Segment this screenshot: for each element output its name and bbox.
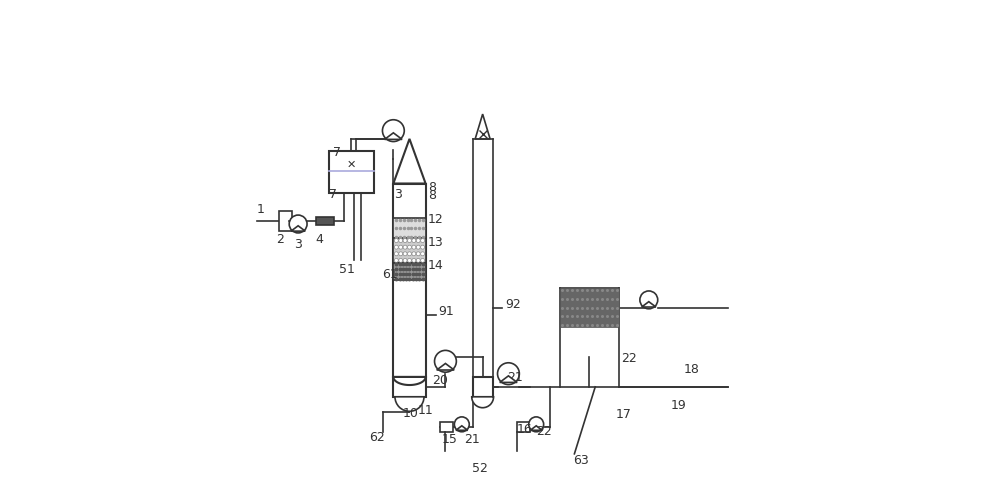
Circle shape — [382, 120, 404, 141]
Polygon shape — [475, 114, 490, 139]
Circle shape — [416, 258, 420, 262]
Circle shape — [421, 258, 425, 262]
Bar — [279, 211, 292, 231]
Text: 63: 63 — [573, 454, 589, 467]
Circle shape — [416, 245, 420, 249]
Text: 4: 4 — [315, 233, 323, 246]
Polygon shape — [385, 133, 402, 139]
Wedge shape — [395, 397, 424, 411]
Text: 10: 10 — [402, 407, 418, 420]
Circle shape — [435, 350, 456, 372]
Text: 12: 12 — [428, 213, 444, 226]
Polygon shape — [456, 426, 468, 430]
Circle shape — [394, 245, 398, 249]
Polygon shape — [530, 426, 542, 430]
Bar — [393, 218, 426, 238]
Bar — [316, 217, 334, 225]
Text: 15: 15 — [442, 433, 458, 446]
Text: 18: 18 — [684, 363, 699, 376]
Circle shape — [421, 245, 425, 249]
Bar — [560, 288, 619, 327]
Circle shape — [394, 252, 398, 256]
Polygon shape — [500, 376, 517, 382]
Text: 21: 21 — [464, 433, 480, 446]
Text: 14: 14 — [428, 259, 444, 272]
Text: 17: 17 — [616, 408, 631, 421]
Text: 3: 3 — [394, 188, 402, 201]
Circle shape — [394, 258, 398, 262]
Circle shape — [407, 239, 411, 243]
Circle shape — [399, 245, 403, 249]
Text: 7: 7 — [329, 188, 337, 201]
Polygon shape — [393, 139, 426, 184]
Text: 62: 62 — [370, 432, 385, 444]
Polygon shape — [437, 364, 454, 370]
Bar — [393, 263, 426, 280]
Circle shape — [407, 245, 411, 249]
Circle shape — [412, 252, 416, 256]
Polygon shape — [393, 377, 426, 385]
Bar — [473, 377, 493, 397]
Circle shape — [407, 258, 411, 262]
Text: 11: 11 — [418, 404, 434, 417]
Text: 8: 8 — [428, 189, 436, 202]
Text: 16: 16 — [516, 423, 532, 435]
Circle shape — [403, 258, 407, 262]
Text: 21: 21 — [507, 371, 523, 384]
Bar — [517, 422, 530, 432]
Text: 61: 61 — [382, 268, 398, 281]
Text: 20: 20 — [432, 374, 448, 387]
Circle shape — [289, 215, 307, 233]
Circle shape — [403, 245, 407, 249]
Text: 92: 92 — [505, 298, 521, 310]
Circle shape — [399, 239, 403, 243]
Bar — [393, 377, 426, 397]
Text: 1: 1 — [257, 203, 265, 216]
Bar — [329, 151, 374, 193]
Circle shape — [412, 239, 416, 243]
Circle shape — [399, 258, 403, 262]
Text: 3: 3 — [294, 238, 302, 251]
Text: 51: 51 — [339, 263, 355, 276]
Bar — [440, 422, 453, 432]
Circle shape — [412, 258, 416, 262]
Circle shape — [529, 417, 544, 432]
Text: 19: 19 — [671, 399, 687, 412]
Circle shape — [416, 239, 420, 243]
Polygon shape — [291, 226, 305, 231]
Circle shape — [412, 245, 416, 249]
Text: 8: 8 — [428, 181, 436, 194]
Circle shape — [416, 252, 420, 256]
Circle shape — [403, 239, 407, 243]
Circle shape — [421, 239, 425, 243]
Text: 13: 13 — [428, 236, 444, 248]
Text: 22: 22 — [622, 352, 637, 365]
Circle shape — [394, 239, 398, 243]
Text: 52: 52 — [472, 462, 488, 475]
Text: 22: 22 — [536, 426, 551, 438]
Text: 2: 2 — [276, 233, 284, 246]
Circle shape — [403, 252, 407, 256]
Circle shape — [407, 252, 411, 256]
Text: 7: 7 — [333, 146, 341, 159]
Bar — [393, 238, 426, 263]
Circle shape — [454, 417, 469, 432]
Text: ✕: ✕ — [347, 160, 356, 170]
Circle shape — [640, 291, 658, 309]
Text: 91: 91 — [438, 305, 454, 318]
Circle shape — [399, 252, 403, 256]
Circle shape — [421, 252, 425, 256]
Polygon shape — [642, 302, 656, 307]
Bar — [393, 184, 426, 377]
Wedge shape — [472, 397, 494, 408]
Circle shape — [498, 363, 519, 384]
